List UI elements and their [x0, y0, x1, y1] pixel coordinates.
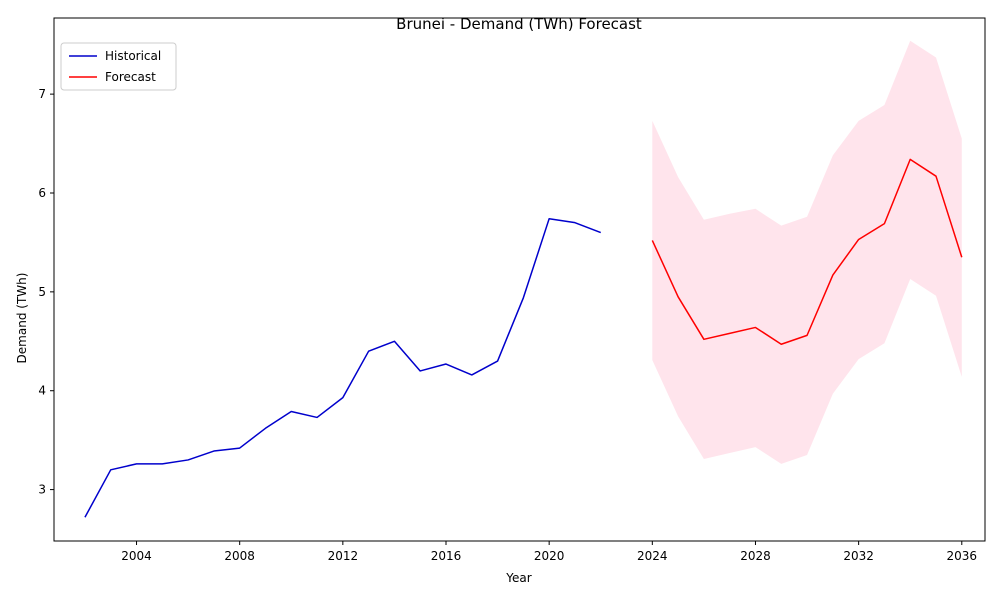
plot-area: 2004 2008 2012 2016 2020 2024 2028 2032 2036 3 4 5…	[38, 17, 986, 563]
y-tick-label: 7	[38, 87, 46, 101]
legend-label-0: Historical	[105, 49, 161, 63]
x-tick-label: 2016	[431, 549, 462, 563]
y-axis-label: Demand (TWh)	[15, 273, 29, 364]
chart-title: Brunei - Demand (TWh) Forecast	[396, 15, 642, 33]
series-layer	[84, 158, 963, 518]
y-tick-label: 6	[38, 186, 46, 200]
y-axis-ticks: 3 4 5 6 7	[38, 87, 54, 497]
x-tick-label: 2028	[740, 549, 771, 563]
legend-label-1: Forecast	[105, 70, 156, 84]
y-tick-label: 3	[38, 483, 46, 497]
y-tick-label: 4	[38, 384, 46, 398]
x-tick-label: 2012	[328, 549, 359, 563]
x-tick-label: 2004	[121, 549, 152, 563]
x-tick-label: 2032	[843, 549, 874, 563]
confidence-band	[652, 40, 962, 464]
legend: Historical Forecast	[60, 42, 177, 91]
confidence-band-layer	[652, 40, 962, 464]
x-tick-label: 2020	[534, 549, 565, 563]
x-tick-label: 2008	[224, 549, 255, 563]
x-tick-label: 2024	[637, 549, 668, 563]
x-axis-label: Year	[505, 571, 531, 585]
legend-box	[60, 42, 177, 91]
x-tick-label: 2036	[947, 549, 978, 563]
y-tick-label: 5	[38, 285, 46, 299]
series-line-0	[84, 217, 602, 518]
series-line-1	[651, 158, 963, 346]
axes-frame	[53, 17, 986, 542]
x-axis-ticks: 2004 2008 2012 2016 2020 2024 2028 2032 2036	[121, 541, 977, 563]
